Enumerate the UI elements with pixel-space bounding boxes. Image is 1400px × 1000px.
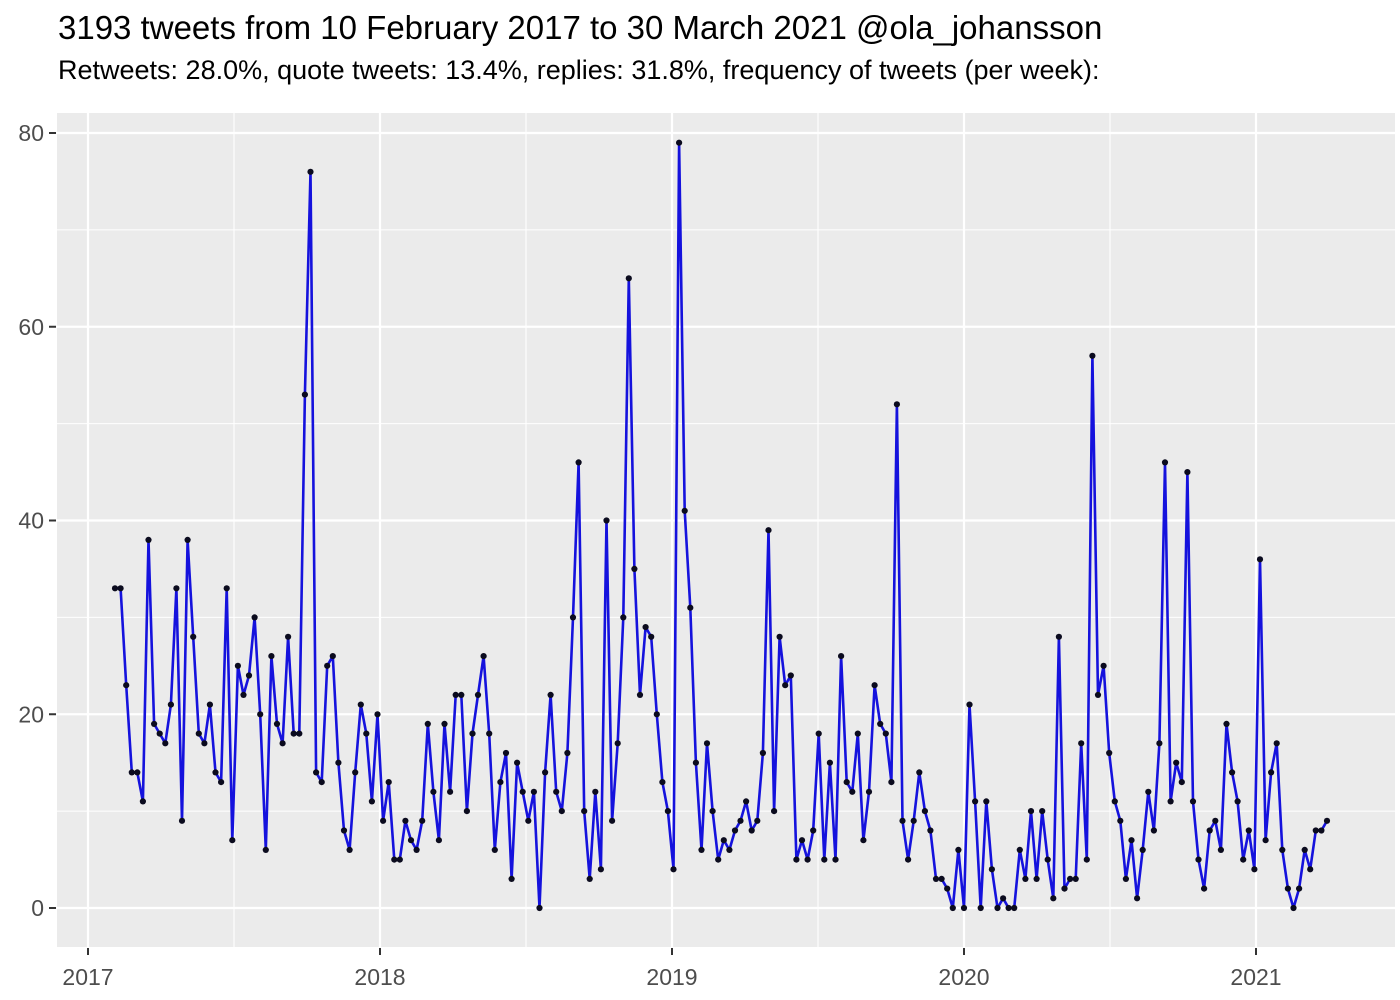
svg-text:2020: 2020 (938, 964, 989, 990)
major-gridlines (57, 113, 1395, 947)
chart-header: 3193 tweets from 10 February 2017 to 30 … (58, 8, 1388, 87)
x-axis-labels: 2017 2018 2019 2020 2021 (62, 964, 1281, 990)
svg-text:80: 80 (18, 120, 44, 146)
svg-text:60: 60 (18, 314, 44, 340)
svg-text:20: 20 (18, 701, 44, 727)
svg-text:2019: 2019 (646, 964, 697, 990)
chart-title: 3193 tweets from 10 February 2017 to 30 … (58, 9, 1103, 46)
y-axis-labels: 0 20 40 60 80 (18, 120, 44, 921)
svg-text:40: 40 (18, 508, 44, 534)
data-points (111, 139, 1331, 912)
chart-subtitle: Retweets: 28.0%, quote tweets: 13.4%, re… (58, 55, 1100, 85)
plot-panel (57, 113, 1395, 947)
svg-text:2021: 2021 (1230, 964, 1281, 990)
svg-text:2018: 2018 (354, 964, 405, 990)
svg-text:0: 0 (31, 895, 44, 921)
svg-text:2017: 2017 (62, 964, 113, 990)
axis-tick-marks (49, 132, 1257, 955)
